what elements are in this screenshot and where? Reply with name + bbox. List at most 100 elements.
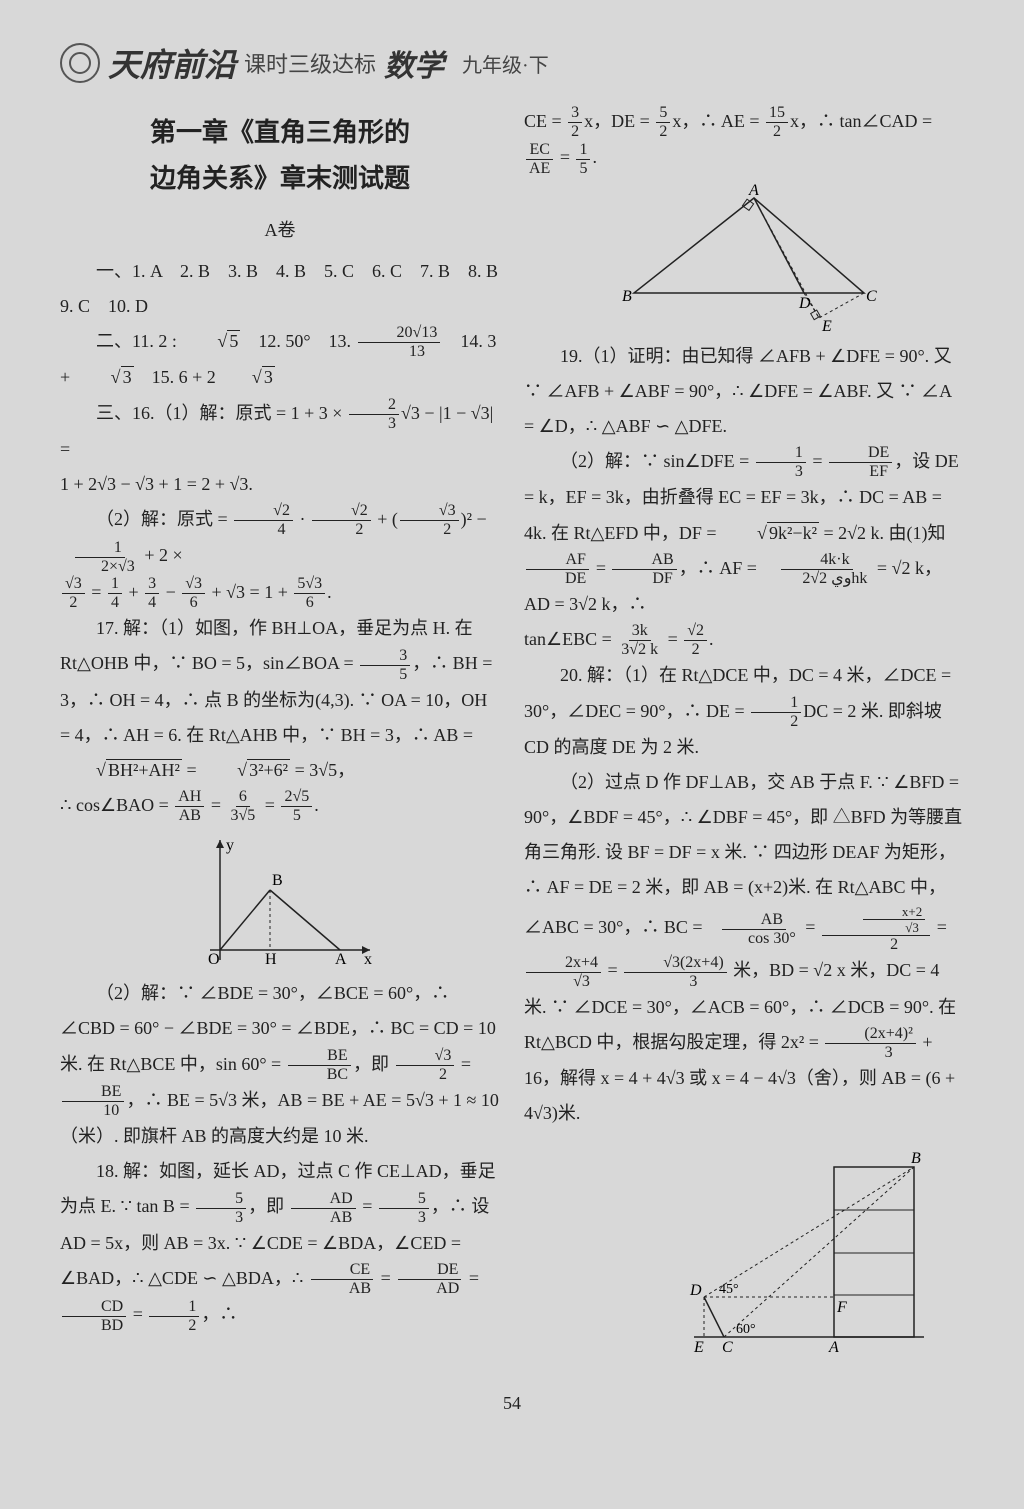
left-column: 第一章《直角三角形的 边角关系》章末测试题 A卷 一、1. A 2. B 3. … [60,104,500,1373]
q18f: = [464,1268,479,1288]
q16-1c: 1 + 2√3 − √3 + 1 = 2 + √3. [60,467,500,502]
fig2-E: E [821,318,832,333]
q18g: = [128,1304,147,1324]
fig3-C: C [722,1339,733,1356]
q17c: = [182,760,201,780]
q17-2c: = [456,1054,471,1074]
q18h: ，∴ [201,1304,237,1324]
fig3-D: D [689,1282,702,1299]
cont1d: x，∴ tan∠CAD = [790,111,932,131]
q20-1: 20. 解：（1）在 Rt△DCE 中，DC = 4 米，∠DCE = 30°，… [524,658,964,765]
q18: 18. 解：如图，延长 AD，过点 C 作 CE⊥AD，垂足为点 E. ∵ ta… [60,1154,500,1333]
q19-2h: tan∠EBC = [524,629,616,649]
q19-2i: = [663,629,682,649]
cont1c: x，∴ AE = [672,111,764,131]
q18e: = [376,1268,395,1288]
fig2-C: C [866,288,877,305]
q17a: 17. 解：（1）如图，作 BH⊥OA，垂足为点 H. 在 Rt△OHB 中，∵… [60,618,473,673]
q17-2b: ，即 [353,1054,394,1074]
page-number: 54 [60,1393,964,1414]
fill-14-rad: 3 [121,366,134,387]
q16-2a: （2）解：原式 = [96,509,232,529]
q19-2a: （2）解：∵ sin∠DFE = [560,451,754,471]
fig3-B: B [911,1150,921,1167]
fig1-H-label: H [265,951,277,968]
q20-2d: = [603,960,622,980]
q19-2j: . [709,629,714,649]
q19-2b: = [808,451,827,471]
fill-prefix: 二、11. 2 : [96,331,181,351]
q16-2b: · [295,509,310,529]
q18c: = [358,1196,377,1216]
q17-2d: ，∴ BE = 5√3 米，AB = BE + AE = 5√3 + 1 ≈ 1… [60,1090,499,1146]
fill-11-rad: 5 [227,330,240,351]
q16-1: 三、16.（1）解：原式 = 1 + 3 × 23√3 − |1 − √3| = [60,396,500,467]
q16-2-l2c: − [161,582,180,602]
grade-text: 九年级·下 [462,49,549,78]
q20-2c: = [932,918,947,938]
q18-cont2: ECAE = 15. [524,140,964,176]
q19-2-tan: tan∠EBC = 3k3√2 k = √22. [524,622,964,658]
page-header: 天府前沿 课时三级达标 数学 九年级·下 [60,40,964,86]
fig3-60: 60° [736,1322,756,1337]
fig1-x-label: x [364,951,372,968]
q20-2: （2）过点 D 作 DF⊥AB，交 AB 于点 F. ∵ ∠BFD = 90°，… [524,765,964,1131]
figure-building-slope: B D F E C A 45° 60° [664,1137,944,1367]
chapter-title-1: 第一章《直角三角形的 [60,114,500,150]
q17e: ∴ cos∠BAO = [60,795,173,815]
logo-icon [60,43,100,83]
cont1b: x，DE = [584,111,654,131]
q16-2c: + [373,509,392,529]
fill-15-rad: 3 [262,366,275,387]
q19-2e: = [591,558,610,578]
mc-answers: 一、1. A 2. B 3. B 4. B 5. C 6. C 7. B 8. … [60,254,500,324]
fig2-D: D [798,295,811,312]
fig2-A: A [748,183,759,199]
q17g: = [260,795,279,815]
fill-blank-answers: 二、11. 2 : 5 12. 50° 13. 20√1313 14. 3 + … [60,324,500,395]
q17-cos: ∴ cos∠BAO = AHAB = 63√5 = 2√55. [60,788,500,824]
q16-1a: 三、16.（1）解：原式 = 1 + 3 × [96,403,347,423]
fill-13-den: 13 [370,343,428,360]
fig1-A-label: A [335,951,347,968]
q17-2: （2）解：∵ ∠BDE = 30°，∠BCE = 60°，∴ ∠CBD = 60… [60,976,500,1154]
q17-1: 17. 解：（1）如图，作 BH⊥OA，垂足为点 H. 在 Rt△OHB 中，∵… [60,611,500,788]
fig3-45: 45° [719,1282,739,1297]
section-a-label: A卷 [60,213,500,248]
q17f: = [206,795,225,815]
cont1a: CE = [524,111,566,131]
content-columns: 第一章《直角三角形的 边角关系》章末测试题 A卷 一、1. A 2. B 3. … [60,104,964,1373]
subject-text: 数学 [384,41,444,85]
figure-coordinate-triangle: y x O H A B [180,830,380,970]
q18b: ，即 [248,1196,289,1216]
fig1-O-label: O [208,951,220,968]
q16-2-line1: （2）解：原式 = √24 · √22 + (√32)² − 12×√3 + 2… [60,502,500,575]
q16-2-line2: √32 = 14 + 34 − √36 + √3 = 1 + 5√36. [60,575,500,611]
q17h: . [314,795,319,815]
fig1-B-label: B [272,872,283,889]
q16-2-l2a: = [87,582,106,602]
q16-2-l2e: . [327,582,332,602]
q19-2d: = 2√2 k. 由(1)知 [819,523,946,543]
page: 天府前沿 课时三级达标 数学 九年级·下 第一章《直角三角形的 边角关系》章末测… [0,0,1024,1509]
fig3-E: E [693,1339,704,1356]
subbrand-text: 课时三级达标 [244,47,376,79]
fig3-F: F [836,1299,847,1316]
right-column: CE = 32x，DE = 52x，∴ AE = 152x，∴ tan∠CAD … [524,104,964,1373]
q16-1-num: 2 [349,397,399,415]
q16-2-l2b: + [124,582,143,602]
fill-12: 12. 50° 13. [240,331,355,351]
q19-2f: ，∴ AF = [679,558,762,578]
q17d: = 3√5， [290,760,355,780]
cont3: . [592,147,597,167]
q16-2d: − [472,509,487,529]
q18-cont: CE = 32x，DE = 52x，∴ AE = 152x，∴ tan∠CAD … [524,104,964,140]
fig1-y-label: y [226,837,234,854]
figure-triangle-bdc: A B C D E [604,183,884,333]
fig2-B: B [622,288,632,305]
q20-2b: = [801,918,820,938]
brand-text: 天府前沿 [108,40,236,86]
q16-2e: + 2 × [140,545,183,565]
q19-1: 19.（1）证明：由已知得 ∠AFB + ∠DFE = 90°. 又 ∵ ∠AF… [524,339,964,444]
chapter-title-2: 边角关系》章末测试题 [60,160,500,196]
